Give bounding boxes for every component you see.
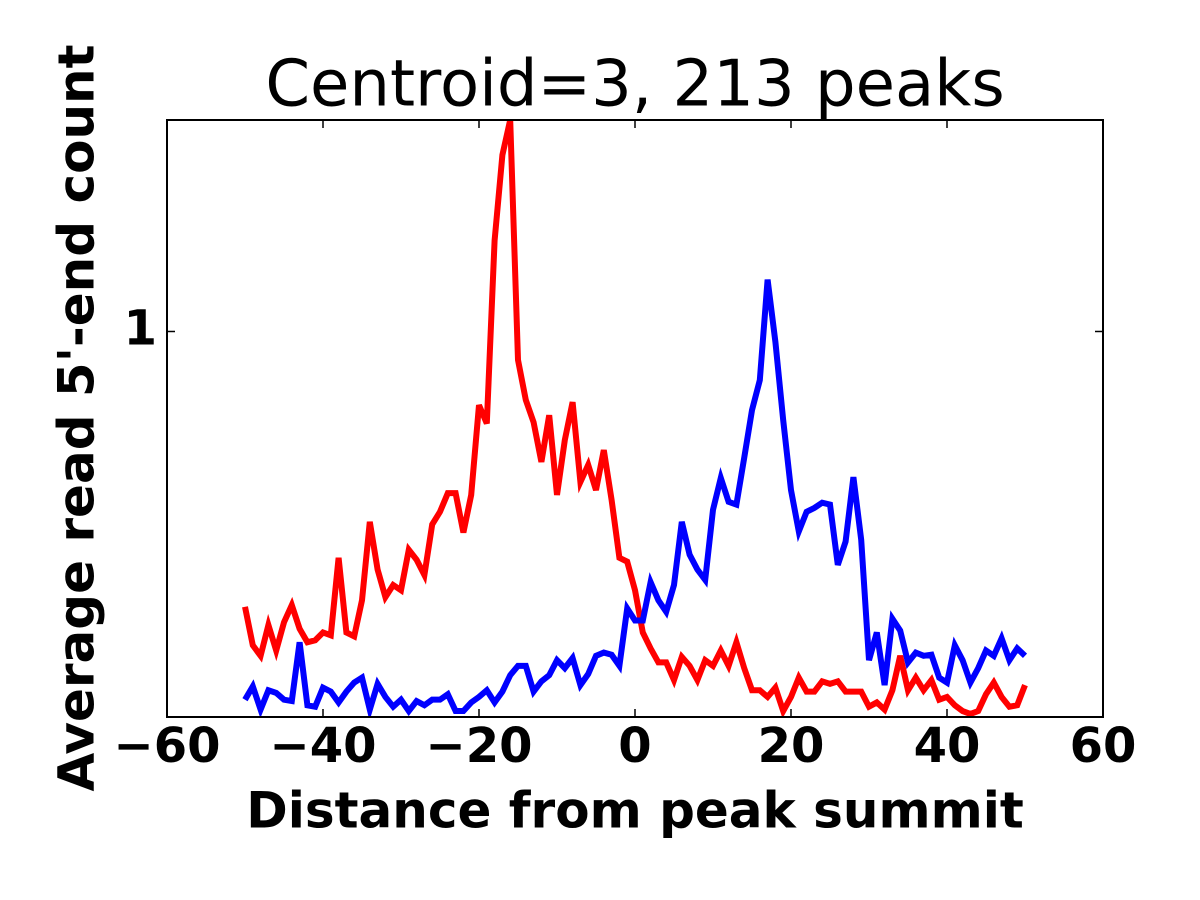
plot-frame bbox=[166, 119, 1104, 718]
x-axis-label: Distance from peak summit bbox=[246, 782, 1024, 840]
x-tick-label: 60 bbox=[1070, 718, 1137, 774]
x-tick-label: −40 bbox=[269, 718, 376, 774]
x-tick-label: −60 bbox=[113, 718, 220, 774]
x-tick-label: −20 bbox=[425, 718, 532, 774]
y-axis-label: Average read 5'-end count bbox=[48, 44, 106, 791]
x-tick-label: 20 bbox=[758, 718, 825, 774]
chart-title: Centroid=3, 213 peaks bbox=[265, 48, 1004, 122]
x-tick-label: 0 bbox=[618, 718, 651, 774]
data-line bbox=[242, 279, 1028, 717]
y-tick-label: 1 bbox=[124, 300, 157, 356]
x-tick-label: 40 bbox=[914, 718, 981, 774]
data-line bbox=[242, 120, 1028, 717]
